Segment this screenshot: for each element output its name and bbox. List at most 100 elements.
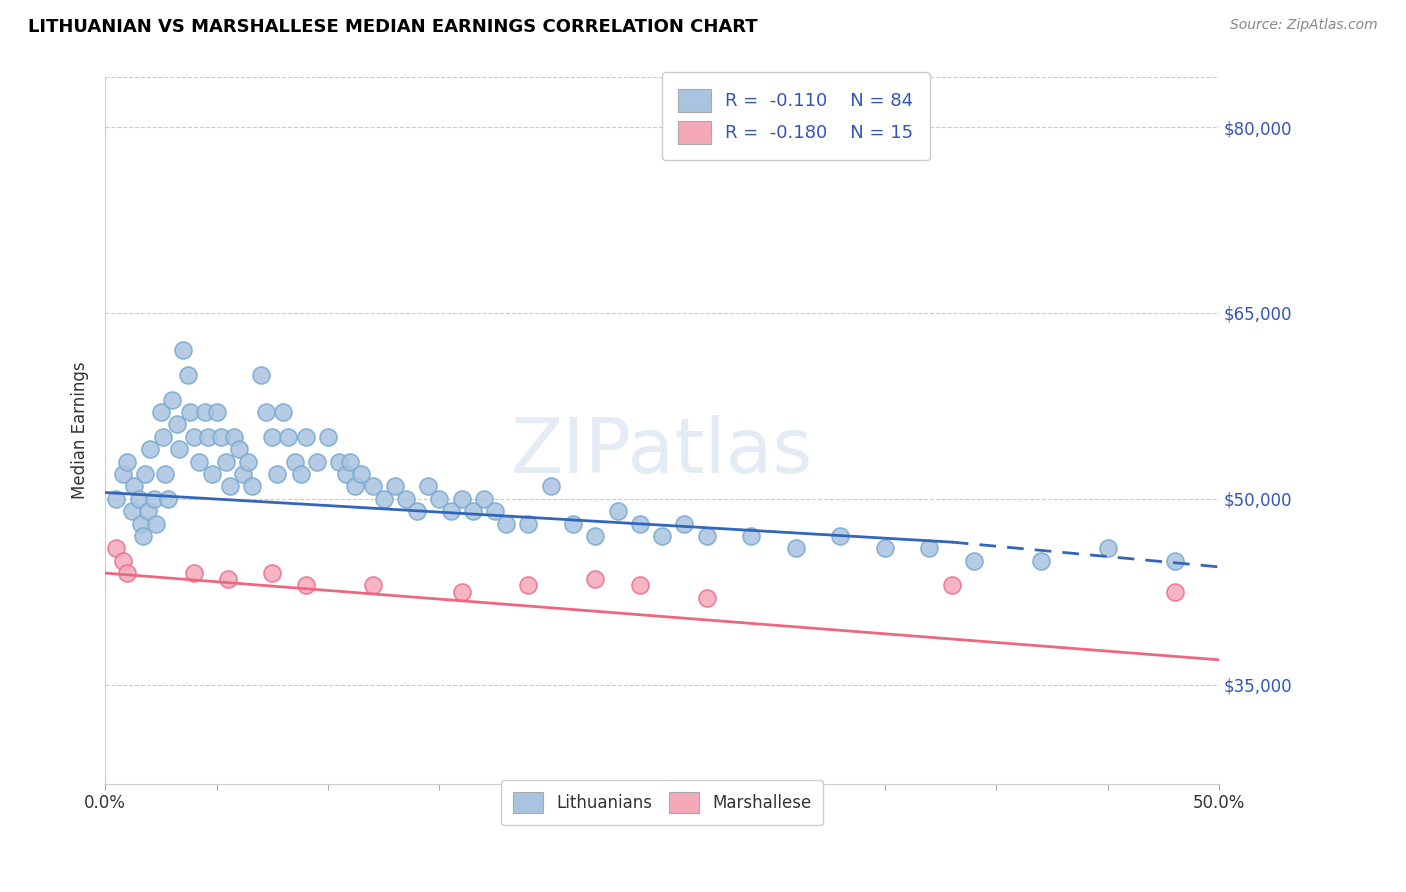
Point	[1163, 554, 1185, 568]
Point	[254, 405, 277, 419]
Point	[262, 566, 284, 580]
Text: Source: ZipAtlas.com: Source: ZipAtlas.com	[1230, 18, 1378, 32]
Point	[335, 467, 357, 481]
Point	[406, 504, 429, 518]
Point	[105, 541, 128, 556]
Point	[155, 467, 177, 481]
Point	[166, 417, 188, 432]
Point	[517, 578, 540, 592]
Point	[1097, 541, 1119, 556]
Point	[121, 504, 143, 518]
Point	[1163, 584, 1185, 599]
Point	[139, 442, 162, 457]
Point	[228, 442, 250, 457]
Point	[290, 467, 312, 481]
Point	[395, 491, 418, 506]
Point	[205, 405, 228, 419]
Point	[201, 467, 224, 481]
Point	[785, 541, 807, 556]
Point	[277, 430, 299, 444]
Point	[128, 491, 150, 506]
Point	[361, 479, 384, 493]
Text: LITHUANIAN VS MARSHALLESE MEDIAN EARNINGS CORRELATION CHART: LITHUANIAN VS MARSHALLESE MEDIAN EARNING…	[28, 18, 758, 36]
Point	[740, 529, 762, 543]
Point	[450, 491, 472, 506]
Point	[517, 516, 540, 531]
Point	[384, 479, 406, 493]
Point	[117, 454, 139, 468]
Point	[217, 572, 239, 586]
Point	[156, 491, 179, 506]
Point	[122, 479, 145, 493]
Point	[696, 591, 718, 605]
Point	[606, 504, 628, 518]
Point	[219, 479, 242, 493]
Point	[273, 405, 295, 419]
Point	[266, 467, 288, 481]
Point	[112, 554, 135, 568]
Point	[963, 554, 986, 568]
Point	[134, 467, 156, 481]
Point	[918, 541, 941, 556]
Point	[136, 504, 159, 518]
Point	[418, 479, 440, 493]
Point	[214, 454, 236, 468]
Point	[562, 516, 585, 531]
Point	[873, 541, 896, 556]
Point	[224, 430, 246, 444]
Point	[117, 566, 139, 580]
Point	[194, 405, 217, 419]
Point	[179, 405, 201, 419]
Point	[651, 529, 673, 543]
Point	[197, 430, 219, 444]
Point	[236, 454, 259, 468]
Point	[361, 578, 384, 592]
Point	[209, 430, 232, 444]
Point	[172, 343, 194, 357]
Point	[232, 467, 254, 481]
Point	[540, 479, 562, 493]
Point	[343, 479, 366, 493]
Point	[484, 504, 506, 518]
Point	[240, 479, 263, 493]
Point	[262, 430, 284, 444]
Point	[628, 578, 651, 592]
Point	[112, 467, 135, 481]
Text: ZIPatlas: ZIPatlas	[510, 415, 813, 489]
Point	[830, 529, 852, 543]
Point	[941, 578, 963, 592]
Point	[429, 491, 451, 506]
Point	[628, 516, 651, 531]
Point	[129, 516, 152, 531]
Point	[373, 491, 395, 506]
Point	[350, 467, 373, 481]
Point	[143, 491, 166, 506]
Point	[305, 454, 328, 468]
Point	[472, 491, 495, 506]
Y-axis label: Median Earnings: Median Earnings	[72, 362, 89, 500]
Point	[284, 454, 307, 468]
Point	[132, 529, 155, 543]
Point	[176, 368, 198, 382]
Point	[160, 392, 183, 407]
Point	[294, 430, 316, 444]
Point	[250, 368, 273, 382]
Point	[294, 578, 316, 592]
Point	[183, 430, 205, 444]
Point	[450, 584, 472, 599]
Point	[1029, 554, 1052, 568]
Point	[149, 405, 172, 419]
Point	[187, 454, 209, 468]
Point	[439, 504, 461, 518]
Point	[328, 454, 350, 468]
Point	[167, 442, 190, 457]
Point	[583, 529, 606, 543]
Point	[339, 454, 361, 468]
Legend: Lithuanians, Marshallese: Lithuanians, Marshallese	[501, 780, 823, 825]
Point	[316, 430, 339, 444]
Point	[673, 516, 696, 531]
Point	[583, 572, 606, 586]
Point	[696, 529, 718, 543]
Point	[152, 430, 174, 444]
Point	[183, 566, 205, 580]
